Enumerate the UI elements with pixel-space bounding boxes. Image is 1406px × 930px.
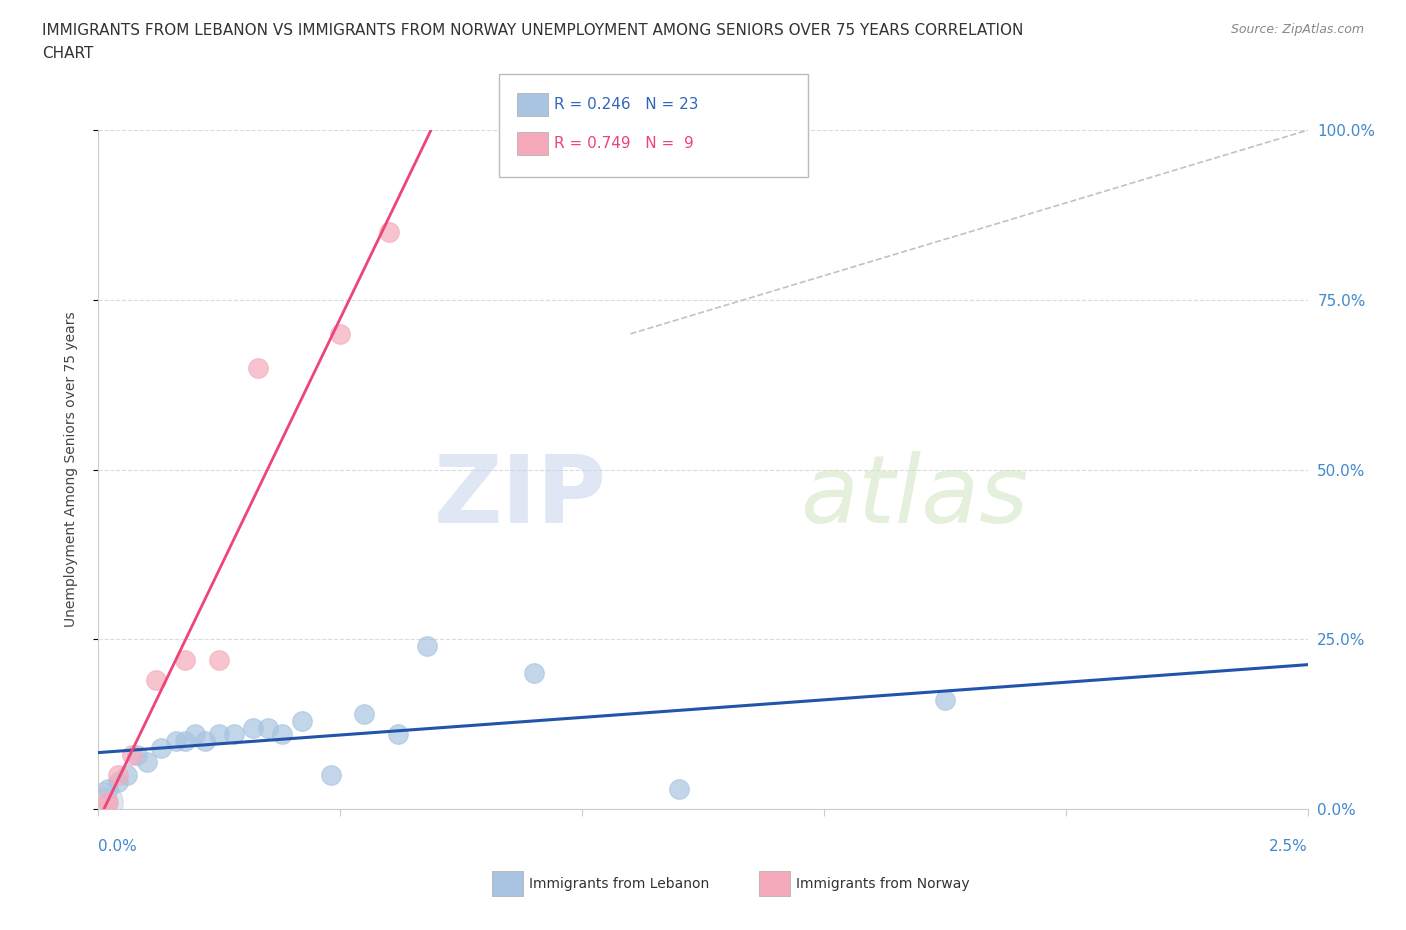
Text: Immigrants from Lebanon: Immigrants from Lebanon (529, 876, 709, 891)
Point (127, 748, 149, 763)
Point (107, 768, 129, 783)
Point (387, 727, 409, 742)
Point (271, 727, 294, 742)
Point (174, 734, 197, 749)
Point (150, 740, 173, 755)
Point (117, 768, 139, 783)
Text: CHART: CHART (42, 46, 94, 61)
Point (97, 781, 120, 796)
Text: Immigrants from Norway: Immigrants from Norway (796, 876, 969, 891)
Point (934, 693, 956, 708)
Point (256, 720, 278, 735)
Text: ZIP: ZIP (433, 451, 606, 543)
Point (91, 795, 114, 810)
Point (208, 652, 231, 667)
Point (121, 748, 143, 763)
Point (290, 713, 312, 728)
Point (247, 361, 270, 376)
Point (165, 734, 187, 749)
Point (184, 727, 207, 742)
Text: 0.0%: 0.0% (98, 839, 138, 854)
Text: R = 0.749   N =  9: R = 0.749 N = 9 (554, 136, 693, 151)
Point (329, 326, 352, 341)
Text: R = 0.246   N = 23: R = 0.246 N = 23 (554, 97, 699, 112)
Point (668, 781, 690, 796)
Text: atlas: atlas (800, 451, 1028, 542)
Point (107, 775, 129, 790)
Point (377, 224, 399, 239)
Point (319, 768, 342, 783)
Point (523, 666, 546, 681)
Text: 2.5%: 2.5% (1268, 839, 1308, 854)
Point (208, 727, 231, 742)
Text: IMMIGRANTS FROM LEBANON VS IMMIGRANTS FROM NORWAY UNEMPLOYMENT AMONG SENIORS OVE: IMMIGRANTS FROM LEBANON VS IMMIGRANTS FR… (42, 23, 1024, 38)
Point (145, 672, 167, 687)
Point (97, 795, 120, 810)
Point (222, 727, 245, 742)
Text: Source: ZipAtlas.com: Source: ZipAtlas.com (1230, 23, 1364, 36)
Point (91, 795, 114, 810)
Point (242, 720, 264, 735)
Point (135, 754, 157, 769)
Point (194, 734, 217, 749)
Y-axis label: Unemployment Among Seniors over 75 years: Unemployment Among Seniors over 75 years (63, 312, 77, 628)
Point (416, 639, 439, 654)
Point (353, 707, 375, 722)
Point (174, 652, 197, 667)
